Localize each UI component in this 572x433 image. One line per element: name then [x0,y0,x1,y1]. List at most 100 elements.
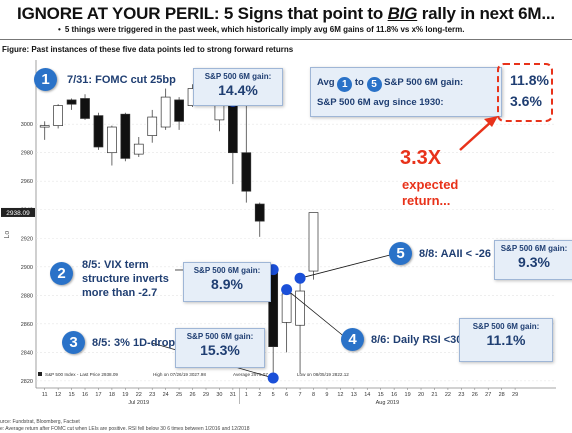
last-price-label: 2938.09 [6,210,30,217]
last-price-tag [1,207,35,217]
summary-badge-5: 5 [366,77,382,92]
candle-body [107,126,117,154]
y-tick-label: 2860 [21,322,33,328]
signal-2-gain-label: S&P 500 6M gain: [193,266,261,275]
x-tick-label: 6 [285,392,288,398]
x-tick-label: 19 [405,392,411,398]
signal-2-badge: 2 [50,262,73,285]
candle-body [254,203,265,222]
x-tick-label: 27 [485,392,491,398]
signal-pointer-line [286,289,347,339]
x-tick-label: 18 [109,392,115,398]
signal-5-gain-value: 9.3% [518,254,550,270]
x-tick-label: 16 [82,392,88,398]
x-tick-label: 15 [378,392,384,398]
x-tick-label: 25 [176,392,182,398]
signal-1-badge: 1 [34,68,57,91]
x-tick-label: 12 [337,392,343,398]
signal-1-gain-label: S&P 500 6M gain: [204,72,272,81]
y-tick-label: 2880 [21,293,33,299]
signal-4-gain-value: 11.1% [486,332,526,348]
y-tick-label: 3000 [21,122,33,128]
x-tick-label: 8 [312,392,315,398]
candle-body [80,98,90,119]
x-tick-label: 15 [69,392,75,398]
signal-4-badge: 4 [341,328,364,351]
x-tick-label: 19 [122,392,128,398]
source-note: urce: Fundstrat, Bloomberg, Factset [0,419,80,425]
summary-value-1: 11.8% [510,72,549,88]
legend-swatch [38,372,42,376]
candle-body [241,152,252,192]
x-tick-label: 9 [325,392,328,398]
x-tick-label: 11 [42,392,48,398]
summary-value-2: 3.6% [510,93,542,109]
y-tick-label: 2900 [21,265,33,271]
summary-box: Avg 1 to 5 S&P 500 6M gain: S&P 500 6M a… [310,67,502,117]
candle-body [39,125,50,128]
signal-4-gain-label: S&P 500 6M gain: [472,322,540,331]
axis-scale-label: Lo [4,231,11,239]
subtitle: • 5 things were triggered in the past wee… [58,25,464,34]
title-divider [0,39,572,40]
x-tick-label: 5 [272,392,275,398]
signal-5-badge: 5 [389,242,412,265]
x-tick-label: 29 [512,392,518,398]
highlight-dashed-box [497,63,553,122]
legend-entry: High on 07/26/19 3027.98 [153,372,206,377]
figure-caption: Figure: Past instances of these five dat… [2,45,294,54]
y-tick-label: 2920 [21,236,33,242]
candle-body [120,113,131,159]
multiple-caption: expected return... [402,177,459,208]
y-tick-label: 2960 [21,179,33,185]
title-text-end: rally in next 6M... [417,4,555,23]
arrow-line [459,120,493,151]
multiple-value: 3.3X [400,147,442,169]
x-tick-label: 16 [391,392,397,398]
x-tick-label: 21 [431,392,437,398]
signal-2-gain-box: S&P 500 6M gain: 8.9% [183,262,271,302]
summary-gain-label: S&P 500 6M gain: [384,77,464,88]
summary-line-2: S&P 500 6M avg since 1930: [317,97,444,108]
arrow-head-icon [484,116,498,127]
signal-1-gain-value: 14.4% [218,82,258,98]
signal-3-gain-label: S&P 500 6M gain: [186,332,254,341]
y-tick-label: 2820 [21,379,33,385]
x-axis: 11 12 15 16 17 18 19 22 23 24 25 26 29 30 31 1 2 5 6 7 8 9 12 1… [42,388,518,406]
x-tick-label: 23 [149,392,155,398]
y-tick-label: 2840 [21,350,33,356]
subtitle-text: 5 things were triggered in the past week… [64,25,465,34]
signal-dot [267,372,279,384]
x-tick-label: 26 [472,392,478,398]
summary-avg-label: Avg [317,77,335,88]
candle-body [295,290,305,326]
month-label: Jul 2019 [128,400,149,406]
chart-legend: S&P 500 Index - Last Price 2938.09 High o… [38,372,349,377]
summary-to-label: to [354,77,364,88]
signal-dot [281,284,293,296]
x-tick-label: 23 [458,392,464,398]
candle-body [160,96,171,128]
candle-body [308,212,319,272]
x-tick-label: 31 [230,392,236,398]
x-tick-label: 29 [203,392,209,398]
legend-entry: Low on 08/05/19 2822.12 [297,372,349,377]
y-tick-label: 2980 [21,151,33,157]
signal-3-gain-value: 15.3% [200,342,240,358]
summary-line-1: Avg 1 to 5 S&P 500 6M gain: [317,75,464,92]
title-text: IGNORE AT YOUR PERIL: 5 Signs that point… [17,4,388,23]
signal-dot [294,272,306,284]
signal-4-gain-box: S&P 500 6M gain: 11.1% [459,318,553,362]
legend-entry: Average 2975.07 [233,372,268,377]
x-tick-label: 28 [499,392,505,398]
legend-entry: S&P 500 Index - Last Price 2938.09 [45,372,118,377]
candle-body [53,105,63,126]
x-tick-label: 13 [351,392,357,398]
page-title: IGNORE AT YOUR PERIL: 5 Signs that point… [0,4,572,24]
bullet-icon: • [58,25,61,34]
x-tick-label: 20 [418,392,424,398]
title-emphasis: BIG [387,4,418,23]
candle-body [93,115,104,148]
x-tick-label: 22 [136,392,142,398]
